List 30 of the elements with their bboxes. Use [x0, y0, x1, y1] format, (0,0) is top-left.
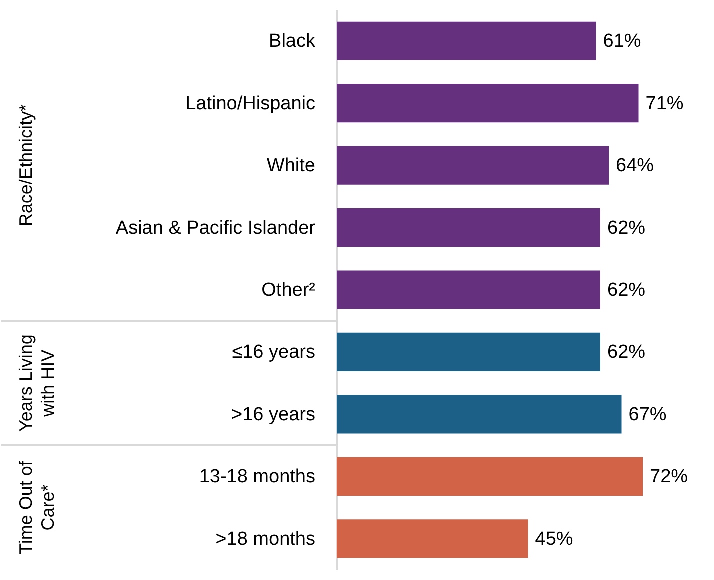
y-tick-label: >16 years: [232, 404, 316, 426]
y-tick-label: >18 months: [216, 528, 316, 550]
bar: [337, 22, 596, 60]
y-tick-label: ≤16 years: [232, 342, 316, 364]
data-label: 62%: [608, 280, 646, 301]
y-tick-label: Black: [269, 31, 316, 52]
bar: [337, 395, 622, 434]
data-label: 62%: [608, 218, 646, 239]
data-label: 61%: [603, 31, 642, 52]
data-label: 64%: [616, 156, 654, 177]
bar: [337, 457, 643, 496]
data-label: 45%: [535, 528, 574, 550]
bar: [337, 332, 600, 372]
bar: [337, 84, 639, 123]
bar: [337, 208, 600, 248]
y-tick-label: Other²: [262, 280, 316, 301]
bar: [337, 270, 600, 310]
y-tick-label: Latino/Hispanic: [186, 93, 316, 114]
text: Time Out of Care*: [16, 460, 58, 554]
y-tick-label: 13-18 months: [199, 466, 316, 488]
bar: [337, 146, 609, 185]
text: Years Living with HIV: [16, 334, 58, 432]
data-label: 67%: [628, 404, 667, 426]
data-label: 71%: [646, 93, 684, 114]
text: Race/Ethnicity*: [16, 104, 36, 227]
data-label: 72%: [650, 466, 688, 488]
data-label: 62%: [608, 342, 646, 364]
bar: [337, 520, 528, 558]
y-tick-label: Asian & Pacific Islander: [116, 218, 316, 239]
y-tick-label: White: [266, 156, 316, 177]
